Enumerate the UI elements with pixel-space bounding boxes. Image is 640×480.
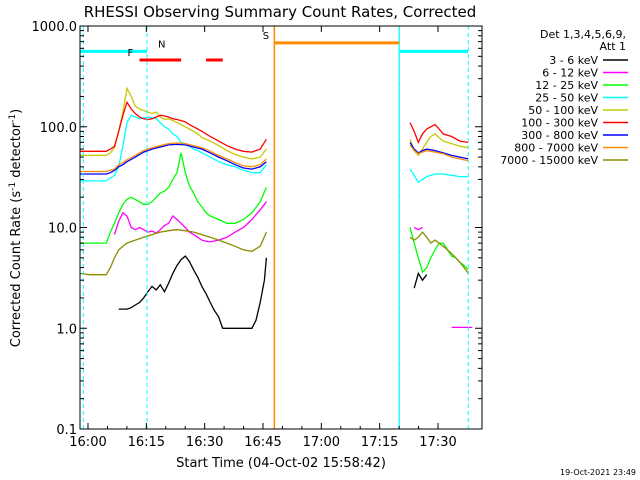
series-line-5-0 [80,100,267,153]
legend-label-5: 100 - 300 keV [521,117,598,130]
legend-title-line-1: Att 1 [600,40,626,53]
x-tick-label-2: 16:30 [186,435,223,450]
series-line-6-1 [409,142,469,160]
flag-label-S: S [263,31,269,42]
series-line-6-0 [80,143,267,175]
y-tick-label-3: 100.0 [40,121,77,136]
y-tick-label-4: 1000.0 [32,20,78,35]
flag-label-F: F [128,48,134,59]
series-line-0-0 [118,255,268,329]
series-line-1-1 [413,226,423,231]
legend-label-2: 12 - 25 keV [535,79,598,92]
timestamp: 19-Oct-2021 23:49 [560,468,636,477]
legend-label-4: 50 - 100 keV [528,104,598,117]
x-tick-label-1: 16:15 [128,435,165,450]
chart-title: RHESSI Observing Summary Count Rates, Co… [84,3,477,21]
x-tick-label-6: 17:30 [419,435,456,450]
series-line-4-1 [409,133,469,157]
x-tick-label-4: 17:00 [303,435,340,450]
y-axis-label: Corrected Count Rate (s-1 detector-1) [8,109,24,347]
series-line-7-0 [80,142,267,173]
legend-label-6: 300 - 800 keV [521,129,598,142]
x-tick-label-3: 16:45 [244,435,281,450]
y-tick-label-1: 1.0 [56,322,77,337]
series-line-8-1 [409,231,469,274]
legend-label-7: 800 - 7000 keV [514,142,598,155]
flag-label-N: N [158,39,165,50]
x-axis: 16:00 16:15 16:30 16:45 17:00 17:15 17:30 [69,26,457,450]
series-line-4-0 [80,86,267,160]
legend-label-3: 25 - 50 keV [535,92,598,105]
series-line-2-1 [409,227,469,274]
x-tick-label-5: 17:15 [361,435,398,450]
series-line-3-1 [409,168,469,184]
x-axis-label: Start Time (04-Oct-02 15:58:42) [176,456,386,471]
y-axis: 0.1 1.0 10.0 100.0 1000.0 [32,20,482,438]
series-line-1-0 [113,201,267,243]
legend-label-8: 7000 - 15000 keV [500,154,598,167]
y-tick-label-2: 10.0 [48,222,77,237]
series-layer [80,86,473,329]
x-tick-label-0: 16:00 [69,435,106,450]
annotation-layer: N F S [80,26,469,429]
legend-label-1: 6 - 12 keV [542,67,598,80]
legend-title-line-0: Det 1,3,4,5,6,9, [540,28,626,41]
legend-label-0: 3 - 6 keV [549,54,598,67]
series-line-0-1 [413,271,428,289]
series-line-2-0 [80,152,267,244]
series-line-3-0 [80,114,267,182]
series-line-7-1 [409,144,469,162]
series-line-8-0 [80,229,267,276]
series-line-5-1 [409,122,469,145]
y-tick-label-0: 0.1 [56,423,77,438]
